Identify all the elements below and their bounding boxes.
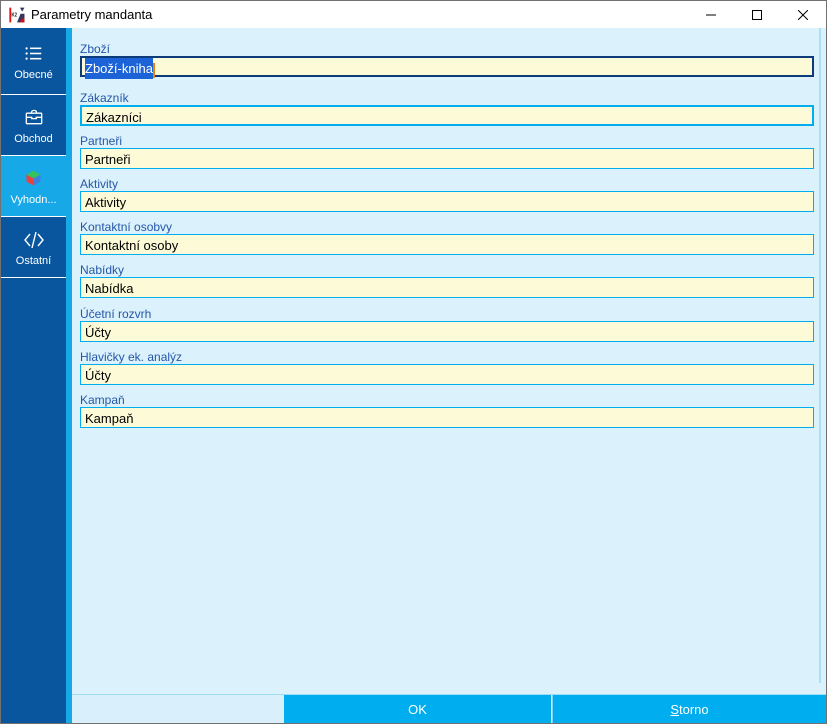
svg-text:K2: K2 xyxy=(11,12,17,18)
